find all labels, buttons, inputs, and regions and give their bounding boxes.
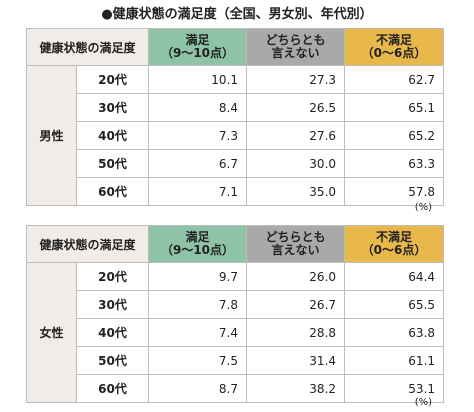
value-satisfied: 6.7 xyxy=(148,149,248,178)
header-row: 健康状態の満足度 満足 （9〜10点） どちらとも 言えない 不満足 （0〜6点） xyxy=(25,28,445,66)
age-label: 20代 xyxy=(75,65,150,94)
page-title: ●健康状態の満足度（全国、男女別、年代別） xyxy=(101,7,373,22)
value-satisfied: 7.8 xyxy=(148,290,248,319)
age-label: 20代 xyxy=(75,262,150,291)
table-row: 50代 7.5 31.4 61.1 xyxy=(27,346,445,375)
header-dissatisfied: 不満足 （0〜6点） xyxy=(344,28,445,66)
value-satisfied: 8.4 xyxy=(148,93,248,122)
gender-label: 女性 xyxy=(26,262,77,403)
value-satisfied: 7.3 xyxy=(148,121,248,150)
value-satisfied: 7.4 xyxy=(148,318,248,347)
table-row: 60代 7.1 35.0 57.8 xyxy=(27,177,445,206)
value-neutral: 27.6 xyxy=(246,121,346,150)
header-neutral: どちらとも 言えない xyxy=(246,28,346,66)
table-row: 40代 7.4 28.8 63.8 xyxy=(27,318,445,347)
header-satisfied-line2: （9〜10点） xyxy=(160,243,235,257)
header-neutral-line1: どちらとも xyxy=(265,230,326,244)
header-dissatisfied: 不満足 （0〜6点） xyxy=(344,225,445,263)
table-row: 60代 8.7 38.2 53.1 xyxy=(27,374,445,403)
value-neutral: 26.0 xyxy=(246,262,346,291)
header-neutral-line1: どちらとも xyxy=(265,33,326,47)
value-neutral: 26.7 xyxy=(246,290,346,319)
age-label: 30代 xyxy=(75,290,150,319)
table-row: 男性 20代 10.1 27.3 62.7 xyxy=(26,65,445,206)
value-neutral: 30.0 xyxy=(246,149,346,178)
age-label: 60代 xyxy=(75,177,150,206)
header-dissatisfied-line1: 不満足 xyxy=(376,33,413,47)
header-dissatisfied-line1: 不満足 xyxy=(376,230,413,244)
header-satisfied-line2: （9〜10点） xyxy=(160,46,235,60)
value-dissatisfied: 61.1 xyxy=(344,346,445,375)
table-row: 40代 7.3 27.6 65.2 xyxy=(27,121,445,150)
header-row: 健康状態の満足度 満足 （9〜10点） どちらとも 言えない 不満足 （0〜6点） xyxy=(25,225,445,263)
age-label: 60代 xyxy=(75,374,150,403)
header-label: 健康状態の満足度 xyxy=(25,225,150,263)
age-label: 50代 xyxy=(75,346,150,375)
table-row: 30代 8.4 26.5 65.1 xyxy=(27,93,445,122)
value-dissatisfied: 63.3 xyxy=(344,149,445,178)
header-label: 健康状態の満足度 xyxy=(25,28,150,66)
age-label: 50代 xyxy=(75,149,150,178)
value-dissatisfied: 65.5 xyxy=(344,290,445,319)
age-label: 30代 xyxy=(75,93,150,122)
value-satisfied: 7.1 xyxy=(148,177,248,206)
value-dissatisfied: 57.8 xyxy=(344,177,445,206)
satisfaction-table-female: 健康状態の満足度 満足 （9〜10点） どちらとも 言えない 不満足 （0〜6点） 女… xyxy=(25,225,445,403)
value-neutral: 38.2 xyxy=(246,374,346,403)
value-dissatisfied: 62.7 xyxy=(344,65,445,94)
value-neutral: 31.4 xyxy=(246,346,346,375)
age-label: 40代 xyxy=(75,121,150,150)
header-satisfied: 満足 （9〜10点） xyxy=(148,225,248,263)
table-row: 女性 20代 9.7 26.0 64.4 xyxy=(26,262,445,403)
header-neutral-line2: 言えない xyxy=(271,46,320,60)
value-dissatisfied: 65.1 xyxy=(344,93,445,122)
value-satisfied: 7.5 xyxy=(148,346,248,375)
value-neutral: 26.5 xyxy=(246,93,346,122)
header-dissatisfied-line2: （0〜6点） xyxy=(361,243,427,257)
header-dissatisfied-line2: （0〜6点） xyxy=(361,46,427,60)
table-row: 50代 6.7 30.0 63.3 xyxy=(27,149,445,178)
value-dissatisfied: 53.1 xyxy=(344,374,445,403)
value-neutral: 35.0 xyxy=(246,177,346,206)
value-satisfied: 8.7 xyxy=(148,374,248,403)
unit-label: (%) xyxy=(414,397,432,408)
age-label: 40代 xyxy=(75,318,150,347)
value-neutral: 27.3 xyxy=(246,65,346,94)
table-row: 30代 7.8 26.7 65.5 xyxy=(27,290,445,319)
value-dissatisfied: 65.2 xyxy=(344,121,445,150)
satisfaction-table-male: 健康状態の満足度 満足 （9〜10点） どちらとも 言えない 不満足 （0〜6点） 男… xyxy=(25,28,445,206)
gender-label: 男性 xyxy=(26,65,77,206)
header-neutral-line2: 言えない xyxy=(271,243,320,257)
value-satisfied: 10.1 xyxy=(148,65,248,94)
header-satisfied: 満足 （9〜10点） xyxy=(148,28,248,66)
header-satisfied-line1: 満足 xyxy=(185,33,210,47)
header-neutral: どちらとも 言えない xyxy=(246,225,346,263)
header-satisfied-line1: 満足 xyxy=(185,230,210,244)
unit-label: (%) xyxy=(414,202,432,213)
value-neutral: 28.8 xyxy=(246,318,346,347)
value-dissatisfied: 64.4 xyxy=(344,262,445,291)
value-satisfied: 9.7 xyxy=(148,262,248,291)
value-dissatisfied: 63.8 xyxy=(344,318,445,347)
